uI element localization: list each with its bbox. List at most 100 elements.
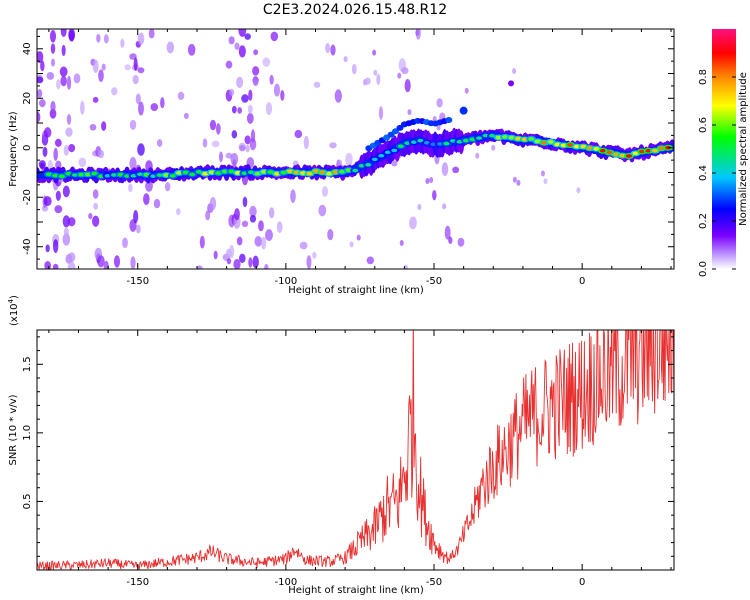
- spectrogram-noise-cell: [303, 135, 309, 150]
- spectrogram-ridge-core: [339, 169, 346, 174]
- spectrogram-noise-cell: [249, 205, 257, 218]
- snr-frame: [36, 329, 675, 571]
- spectrogram-noise-cell: [343, 56, 348, 63]
- spectrogram-y-tick-label: 20: [22, 92, 33, 105]
- spectrogram-noise-cell: [248, 257, 253, 268]
- spectrogram-noise-cell: [299, 241, 308, 250]
- snr-multiplier-base: (x10: [9, 303, 20, 326]
- spectrogram-ridge-core: [384, 150, 391, 155]
- spectrogram-noise-cell: [89, 123, 97, 131]
- spectrogram-noise-cell: [124, 64, 131, 71]
- spectrogram-ridge-core: [228, 169, 235, 174]
- snr-y-tick-label: 1.0: [22, 425, 33, 441]
- colorbar-label: Normalized spectral amplitude: [738, 72, 749, 226]
- spectrogram-noise-cell: [137, 32, 145, 45]
- spectrogram-x-tick-label: 0: [579, 276, 585, 287]
- spectrogram-noise-cell: [248, 89, 253, 101]
- spectrogram-noise-cell: [45, 244, 50, 253]
- spectrogram-ridge-core: [247, 170, 254, 175]
- spectrogram-noise-cell: [160, 97, 165, 109]
- spectrogram-ridge-core: [352, 168, 359, 173]
- spectrogram-y-tick-label: 40: [22, 42, 33, 55]
- spectrogram-noise-cell: [120, 38, 125, 48]
- spectrogram-noise-cell: [234, 208, 240, 221]
- spectrogram-noise-cell: [244, 33, 251, 40]
- spectrogram-ridge-core: [156, 173, 163, 177]
- spectrogram-noise-cell: [512, 68, 517, 75]
- spectrogram-ridge-core: [391, 148, 398, 153]
- spectrogram-noise-cell: [238, 29, 247, 37]
- spectrogram-ridge-branch: [445, 116, 453, 123]
- snr-y-axis-label: SNR (10 * v/v): [8, 394, 19, 465]
- spectrogram-noise-cell: [409, 216, 417, 230]
- spectrogram-noise-cell: [122, 237, 128, 249]
- spectrogram-ridge-core: [449, 139, 456, 143]
- spectrogram-noise-cell: [52, 263, 59, 269]
- spectrogram-ridge-core: [573, 144, 580, 149]
- spectrogram-ridge-core: [423, 141, 430, 145]
- spectrogram-ridge-core: [234, 171, 241, 175]
- spectrogram-noise-cell: [290, 189, 296, 203]
- spectrogram-noise-cell: [54, 138, 62, 147]
- spectrogram-ridge-core: [534, 139, 541, 144]
- spectrogram-noise-cell: [54, 205, 63, 214]
- spectrogram-noise-cell: [264, 263, 269, 269]
- spectrogram-ridge-core: [124, 174, 131, 178]
- spectrogram-noise-cell: [101, 63, 106, 71]
- spectrogram-noise-cell: [153, 198, 161, 209]
- spectrogram-ridge-core: [300, 171, 307, 175]
- spectrogram-noise-cell: [432, 116, 437, 123]
- spectrogram-noise-cell: [444, 225, 451, 240]
- spectrogram-noise-cell: [42, 146, 48, 157]
- spectrogram-ridge-core: [612, 152, 619, 157]
- colorbar-tick-label: 0.2: [698, 213, 709, 229]
- spectrogram-noise-cell: [247, 104, 253, 114]
- spectrogram-ridge-core: [52, 173, 59, 178]
- spectrogram-ridge-core: [78, 172, 85, 177]
- spectrogram-noise-cell: [92, 189, 99, 199]
- colorbar-tick-label: 0.4: [698, 165, 709, 181]
- spectrogram-ridge-core: [358, 163, 365, 168]
- snr-x-tick-label: 0: [579, 577, 585, 588]
- spectrogram-noise-cell: [80, 100, 85, 115]
- spectrogram-ridge-core: [489, 133, 496, 138]
- spectrogram-noise-cell: [143, 193, 150, 205]
- spectrogram-noise-cell: [366, 256, 374, 265]
- snr-x-tick-label: -100: [275, 577, 298, 588]
- spectrogram-noise-cell: [516, 179, 521, 186]
- spectrogram-ridge-core: [593, 146, 600, 151]
- spectrogram-ridge-core: [143, 172, 150, 177]
- spectrogram-ridge-core: [580, 144, 587, 149]
- snr-x-ticks: -150 -100 -50 0: [48, 330, 672, 588]
- spectrogram-ridge-core: [45, 172, 52, 177]
- spectrogram-noise-cell: [137, 143, 145, 156]
- spectrogram-noise-cell: [252, 66, 260, 76]
- spectrogram-noise-cell: [92, 215, 100, 227]
- spectrogram-noise-cell: [62, 233, 71, 246]
- spectrogram-ridge-core: [652, 148, 659, 153]
- spectrogram-ridge-core: [137, 172, 144, 177]
- spectrogram-ridge-core: [502, 135, 509, 139]
- spectrogram-noise-cell: [442, 203, 447, 210]
- spectrogram-noise-cell: [306, 255, 312, 269]
- spectrogram-noise-cell: [225, 60, 233, 69]
- spectrogram-noise-cell: [236, 236, 243, 246]
- spectrogram-noise-cell: [209, 196, 217, 211]
- spectrogram-noise-cell: [236, 76, 244, 88]
- spectrogram-ridge-core: [97, 174, 104, 179]
- spectrogram-ridge-core: [326, 171, 333, 176]
- spectrogram-noise-cell: [53, 147, 58, 161]
- spectrogram-ridge-core: [404, 141, 411, 145]
- snr-multiplier-exp: 4: [7, 298, 15, 303]
- spectrogram-noise-cell: [415, 29, 420, 36]
- spectrogram-noise-cell: [313, 81, 321, 88]
- spectrogram-ridge-core: [456, 140, 463, 144]
- spectrogram-noise-cell: [92, 96, 99, 103]
- spectrogram-y-ticks: 40 20 0 -20 -40: [22, 35, 674, 260]
- spectrogram-noise-cell: [93, 202, 99, 210]
- spectrogram-noise-cell: [436, 98, 443, 108]
- spectrogram-noise-cell: [43, 196, 52, 207]
- spectrogram-y-tick-label: -20: [22, 189, 33, 205]
- snr-panel: -150 -100 -50 0 0.5 1.0 1.5 Height of straigh…: [7, 295, 675, 596]
- spectrogram-y-tick-label: -40: [22, 239, 33, 255]
